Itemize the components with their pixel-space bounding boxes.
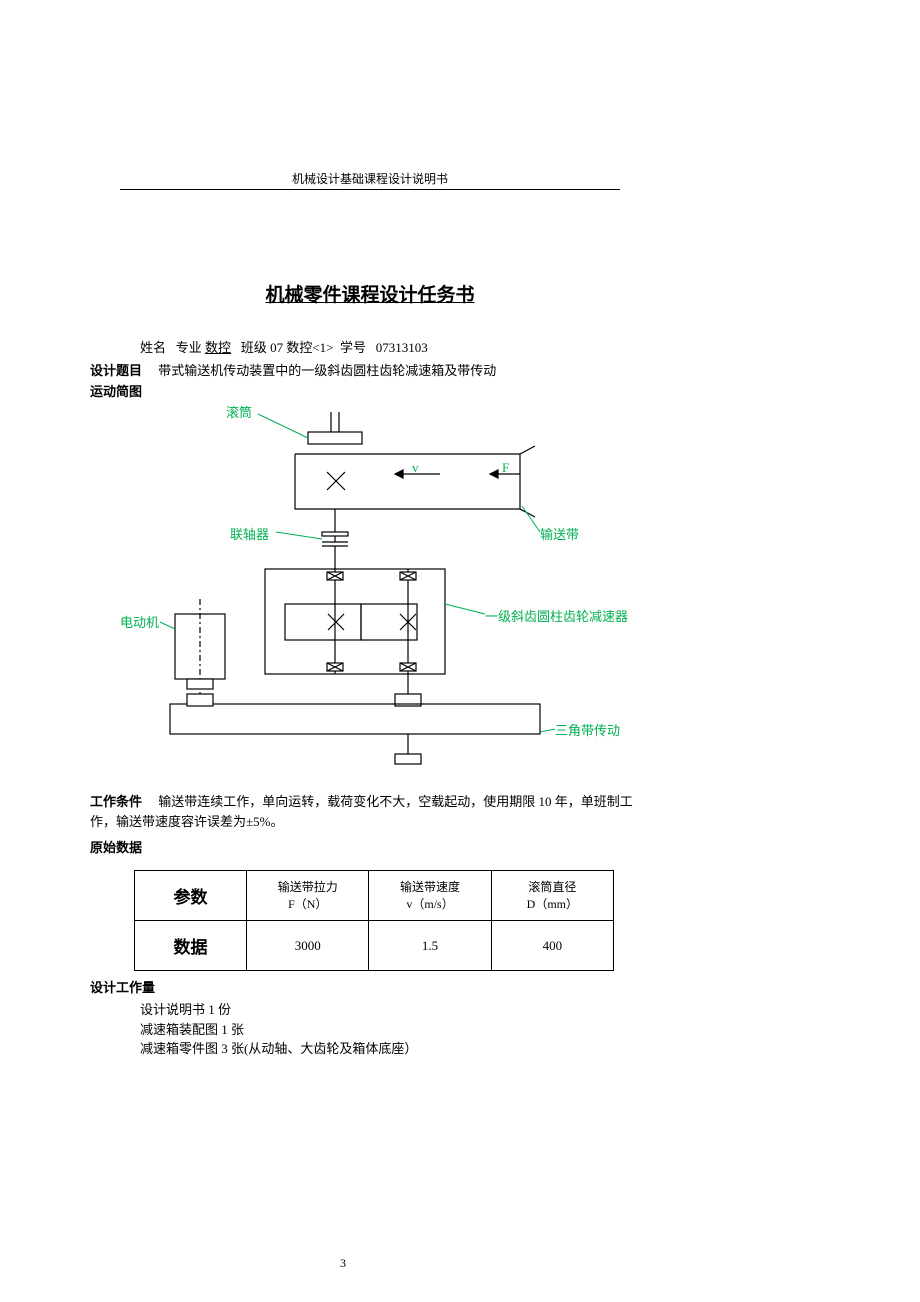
motion-diagram-label: 运动简图 (90, 381, 650, 400)
param-header-cell: 参数 (135, 871, 247, 921)
col3-h1: 滚筒直径 (528, 880, 576, 894)
col2-h1: 输送带速度 (400, 880, 460, 894)
class-value: 07 数控<1> (270, 340, 333, 355)
data-cell: 400 (491, 921, 613, 971)
motion-diagram: 滚筒 输送带 联轴器 电动机 一级斜齿圆柱齿轮减速器 三角带传动 v F (90, 404, 650, 784)
table-row: 参数 输送带拉力 F（N） 输送带速度 v（m/s） 滚筒直径 D（mm） (135, 871, 614, 921)
label-coupling: 联轴器 (230, 524, 269, 543)
label-motor: 电动机 (120, 612, 159, 631)
label-vbelt: 三角带传动 (555, 720, 620, 739)
workload-list: 设计说明书 1 份 减速箱装配图 1 张 减速箱零件图 3 张(从动轴、大齿轮及… (140, 1000, 650, 1059)
document-title: 机械零件课程设计任务书 (90, 280, 650, 307)
workload-label: 设计工作量 (90, 977, 650, 996)
student-info-line: 姓名 专业 数控 班级 07 数控<1> 学号 07313103 (140, 337, 650, 356)
major-value: 数控 (205, 340, 231, 355)
col2-h2: v（m/s） (406, 897, 453, 911)
id-label: 学号 (340, 340, 366, 355)
page-number: 3 (340, 1256, 346, 1271)
design-topic-label: 设计题目 (90, 363, 142, 378)
workload-item: 减速箱装配图 1 张 (140, 1020, 650, 1040)
label-drum: 滚筒 (226, 402, 252, 421)
data-cell: 1.5 (369, 921, 491, 971)
table-row: 数据 3000 1.5 400 (135, 921, 614, 971)
col1-h2: F（N） (288, 897, 327, 911)
major-label: 专业 (176, 340, 202, 355)
workload-item: 设计说明书 1 份 (140, 1000, 650, 1020)
data-header-cell: 数据 (135, 921, 247, 971)
work-condition-text: 输送带连续工作，单向运转，载荷变化不大，空载起动，使用期限 10 年，单班制工作… (90, 794, 633, 829)
work-condition-row: 工作条件 输送带连续工作，单向运转，载荷变化不大，空载起动，使用期限 10 年，… (90, 792, 650, 831)
work-condition-label: 工作条件 (90, 794, 142, 809)
data-cell: 3000 (247, 921, 369, 971)
col-header-cell: 输送带拉力 F（N） (247, 871, 369, 921)
col-header-cell: 滚筒直径 D（mm） (491, 871, 613, 921)
raw-data-label: 原始数据 (90, 837, 650, 856)
data-table: 参数 输送带拉力 F（N） 输送带速度 v（m/s） 滚筒直径 D（mm） 数据… (134, 870, 614, 971)
id-value: 07313103 (376, 340, 428, 355)
col3-h2: D（mm） (527, 897, 578, 911)
design-topic-row: 设计题目 带式输送机传动装置中的一级斜齿圆柱齿轮减速箱及带传动 (90, 360, 650, 379)
class-label: 班级 (241, 340, 267, 355)
col-header-cell: 输送带速度 v（m/s） (369, 871, 491, 921)
workload-item: 减速箱零件图 3 张(从动轴、大齿轮及箱体底座） (140, 1039, 650, 1059)
running-header: 机械设计基础课程设计说明书 (120, 170, 620, 190)
design-topic-text: 带式输送机传动装置中的一级斜齿圆柱齿轮减速箱及带传动 (158, 363, 496, 378)
label-reducer: 一级斜齿圆柱齿轮减速器 (485, 606, 628, 625)
name-label: 姓名 (140, 340, 166, 355)
col1-h1: 输送带拉力 (278, 880, 338, 894)
label-force: F (502, 460, 509, 476)
label-v: v (412, 460, 419, 476)
page-content: 机械设计基础课程设计说明书 机械零件课程设计任务书 姓名 专业 数控 班级 07… (90, 170, 650, 1059)
label-belt: 输送带 (540, 524, 579, 543)
